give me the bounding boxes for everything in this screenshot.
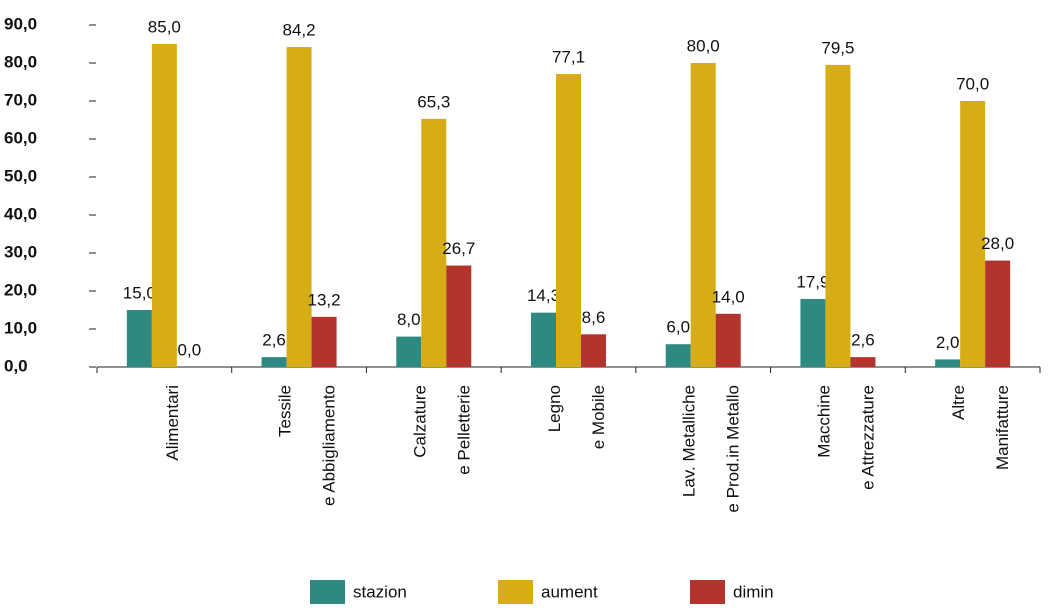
legend-swatch (498, 580, 533, 604)
y-tick-label: 90,0 (4, 14, 37, 33)
legend-label: dimin (733, 582, 774, 601)
bar (261, 357, 287, 367)
x-tick-label: Tessile (276, 385, 295, 437)
bar (396, 336, 422, 367)
bar (421, 118, 447, 367)
bar (581, 334, 606, 367)
x-tick-label: Alimentari (163, 385, 182, 461)
x-tick-label: Manifatture (993, 385, 1012, 470)
value-label: 79,5 (821, 38, 854, 57)
bar (715, 313, 741, 367)
bar (960, 101, 986, 367)
y-tick-label: 70,0 (4, 90, 37, 109)
bar (665, 344, 691, 367)
legend-label: stazion (353, 582, 407, 601)
value-label: 8,0 (397, 310, 421, 329)
value-label: 28,0 (981, 234, 1014, 253)
legend-label: aument (541, 582, 598, 601)
x-tick-label: Calzature (410, 385, 429, 458)
y-tick-label: 0,0 (4, 356, 28, 375)
x-tick-label: Legno (545, 385, 564, 432)
value-label: 2,6 (262, 331, 286, 350)
y-tick-label: 20,0 (4, 280, 37, 299)
bar (531, 312, 556, 367)
value-label: 8,6 (582, 308, 606, 327)
value-label: 77,1 (552, 48, 585, 67)
value-label: 2,0 (936, 333, 960, 352)
x-tick-label: Macchine (814, 385, 833, 458)
value-label: 85,0 (148, 17, 181, 36)
y-tick-label: 60,0 (4, 128, 37, 147)
value-label: 13,2 (308, 290, 341, 309)
value-label: 26,7 (442, 239, 475, 258)
bar (286, 47, 312, 367)
value-label: 14,0 (712, 287, 745, 306)
x-tick-label: e Prod.in Metallo (724, 385, 743, 513)
x-tick-label: e Abbigliamento (320, 385, 339, 506)
value-label: 2,6 (851, 331, 875, 350)
bar (446, 265, 472, 367)
y-tick-label: 80,0 (4, 52, 37, 71)
x-tick-label: e Mobile (589, 385, 608, 449)
bar (800, 298, 826, 367)
bar (556, 74, 581, 368)
bar (985, 260, 1011, 367)
bar (690, 63, 716, 367)
value-label: 70,0 (956, 74, 989, 93)
x-tick-label: Altre (949, 385, 968, 420)
x-tick-label: e Attrezzature (858, 385, 877, 490)
y-tick-label: 10,0 (4, 318, 37, 337)
value-label: 84,2 (283, 21, 316, 40)
value-label: 65,3 (417, 92, 450, 111)
y-tick-label: 50,0 (4, 166, 37, 185)
bar (825, 64, 851, 368)
value-label: 15,0 (123, 283, 156, 302)
value-label: 14,3 (527, 286, 560, 305)
y-tick-label: 30,0 (4, 242, 37, 261)
value-label: 0,0 (178, 340, 202, 359)
x-tick-label: e Pelletterie (454, 385, 473, 475)
x-tick-label: Lav. Metalliche (680, 385, 699, 497)
value-label: 80,0 (687, 36, 720, 55)
value-label: 17,9 (796, 272, 829, 291)
value-label: 6,0 (666, 318, 690, 337)
legend-swatch (310, 580, 345, 604)
bar (935, 359, 961, 367)
bar (311, 316, 337, 367)
y-tick-label: 40,0 (4, 204, 37, 223)
bar (126, 310, 152, 367)
bar (850, 357, 876, 367)
bar (151, 44, 177, 367)
legend-swatch (690, 580, 725, 604)
